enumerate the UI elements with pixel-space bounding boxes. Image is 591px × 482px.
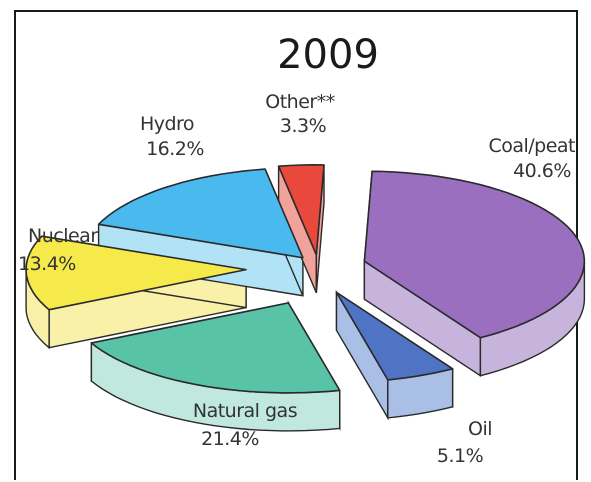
label-hydro-value: 16.2% [146,138,204,160]
label-nuclear-value: 13.4% [18,253,76,275]
label-coal-peat-value: 40.6% [513,160,571,182]
label-hydro-name: Hydro [140,113,194,135]
label-natural-gas-name: Natural gas [193,400,297,422]
label-other-value: 3.3% [280,115,326,137]
slice-natural-gas [90,302,341,394]
chart-title: 2009 [277,32,379,78]
label-coal-peat-name: Coal/peat [488,135,575,157]
label-other-name: Other** [265,91,334,113]
slice-oil [335,291,454,381]
label-oil-value: 5.1% [437,445,483,467]
slice-other [277,164,325,256]
label-oil-name: Oil [468,418,492,440]
slice-hydro [97,168,304,259]
slice-coal-peat [363,170,586,339]
slice-nuclear [25,235,247,311]
label-natural-gas-value: 21.4% [201,428,259,450]
label-nuclear-name: Nuclear [28,225,98,247]
